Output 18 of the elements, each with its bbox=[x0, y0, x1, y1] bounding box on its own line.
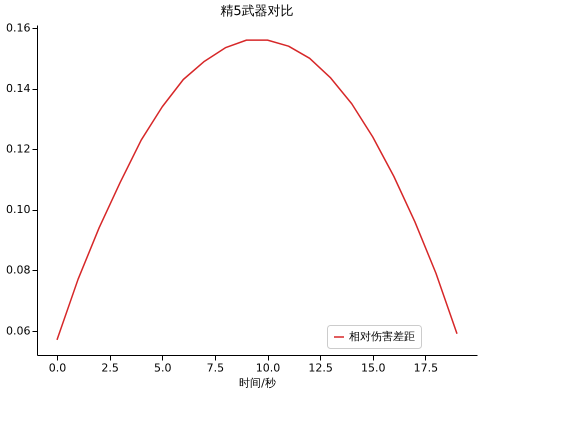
x-tick-label: 17.5 bbox=[414, 362, 438, 374]
y-tick-label: 0.10 bbox=[6, 203, 30, 216]
x-tick-label: 7.5 bbox=[206, 362, 224, 374]
y-tick-label: 0.14 bbox=[6, 82, 30, 96]
x-tick-label: 10.0 bbox=[256, 362, 280, 374]
x-tick-label: 12.5 bbox=[308, 362, 333, 374]
y-tick-label: 0.08 bbox=[6, 264, 30, 277]
legend-label: 相对伤害差距 bbox=[349, 330, 415, 343]
y-tick-label: 0.16 bbox=[6, 22, 30, 35]
y-tick-label: 0.06 bbox=[6, 324, 30, 338]
x-tick-label: 0.0 bbox=[48, 362, 66, 374]
x-tick-label: 2.5 bbox=[101, 362, 119, 374]
x-axis-title: 时间/秒 bbox=[239, 376, 276, 390]
x-tick-label: 15.0 bbox=[361, 362, 386, 374]
chart-title: 精5武器对比 bbox=[220, 4, 294, 20]
y-tick-label: 0.12 bbox=[6, 142, 30, 156]
line-series bbox=[56, 39, 458, 341]
x-tick-label: 5.0 bbox=[154, 362, 172, 374]
